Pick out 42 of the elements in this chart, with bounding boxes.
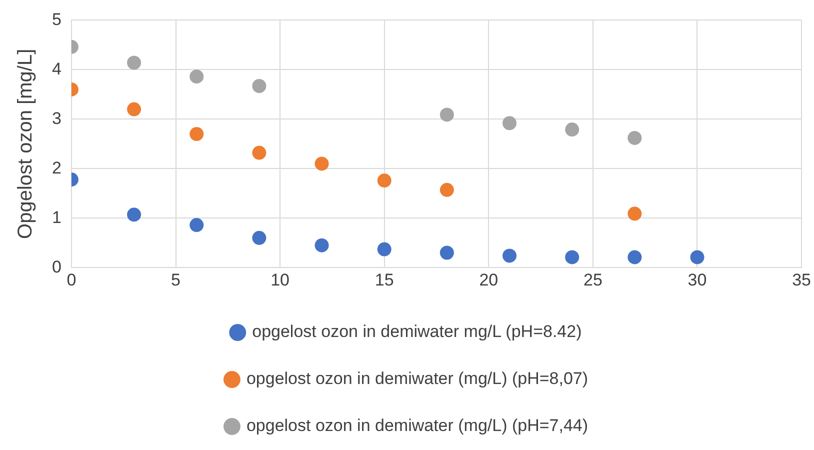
point	[377, 242, 392, 256]
point	[127, 208, 142, 222]
y-tick-label: 2	[52, 158, 62, 178]
y-tick-label: 1	[52, 208, 62, 227]
point	[190, 127, 204, 142]
y-tick-label: 3	[52, 108, 62, 128]
point	[440, 108, 454, 122]
point	[127, 102, 142, 116]
x-tick-label: 5	[171, 270, 180, 290]
point	[190, 70, 204, 84]
y-tick-label: 5	[52, 10, 62, 29]
point	[314, 238, 329, 252]
point	[502, 116, 517, 130]
point	[252, 79, 266, 94]
point	[628, 130, 642, 145]
point	[314, 156, 329, 171]
point	[690, 250, 704, 264]
point	[127, 56, 142, 70]
legend-label: opgelost ozon in demiwater (mg/L) (pH=7,44)	[246, 416, 588, 436]
point	[252, 146, 266, 160]
point	[440, 246, 454, 260]
y-tick-label: 0	[52, 257, 62, 276]
x-tick-label: 20	[479, 270, 498, 290]
x-tick-label: 10	[270, 270, 290, 290]
point	[252, 230, 266, 245]
point	[565, 122, 580, 137]
point	[565, 250, 580, 264]
point	[628, 250, 642, 264]
x-tick-label: 15	[374, 270, 394, 290]
y-axis-title: Opgelost ozon [mg/L]	[14, 48, 37, 239]
x-tick-label: 30	[688, 270, 707, 290]
point	[628, 206, 642, 221]
point	[440, 182, 454, 197]
y-tick-label: 4	[52, 59, 62, 78]
x-tick-label: 35	[792, 270, 812, 290]
legend-label: opgelost ozon in demiwater mg/L (pH=8.42)	[252, 322, 582, 342]
point	[377, 174, 392, 188]
x-tick-label: 0	[66, 270, 76, 290]
x-tick-label: 25	[583, 270, 602, 290]
point	[502, 248, 517, 263]
point	[190, 218, 204, 232]
legend-label: opgelost ozon in demiwater (mg/L) (pH=8,07)	[246, 369, 588, 388]
